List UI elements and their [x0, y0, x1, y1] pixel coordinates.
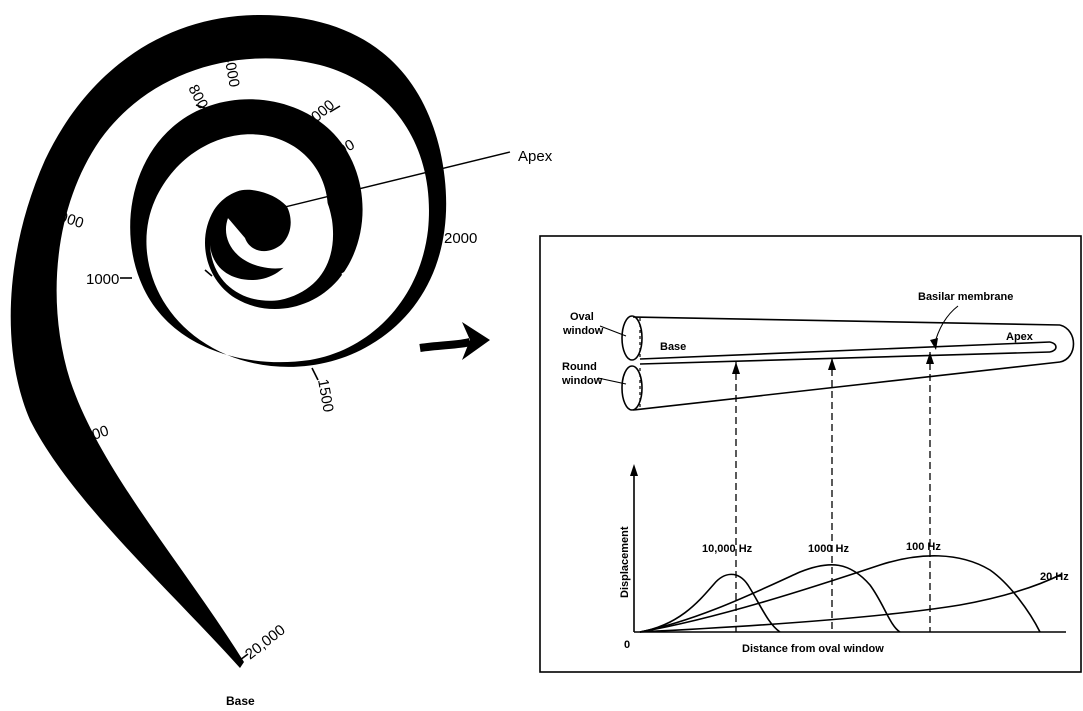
projection-lines: [735, 352, 931, 632]
oval-window-pointer: [599, 325, 627, 337]
freq-label-1500: 1500: [314, 378, 337, 414]
origin-label: 0: [624, 639, 630, 651]
tube-base-label: Base: [660, 341, 686, 353]
y-axis-arrowhead: [630, 464, 638, 476]
curve-10000hz: [639, 573, 781, 633]
freq-label-20000: 20,000: [242, 622, 289, 664]
oval-window-label-1: Oval: [570, 311, 594, 323]
oval-window-label-2: window: [562, 325, 604, 337]
cochlea-inner-channel: [210, 161, 334, 301]
freq-label-4000: 4000: [220, 53, 243, 89]
curve-20hz: [639, 573, 1063, 633]
cochlea-spiral-tip: [227, 201, 262, 240]
curve-label-100hz: 100 Hz: [906, 541, 941, 553]
apex-label: Apex: [518, 148, 553, 165]
freq-label-2000: 2000: [444, 230, 477, 247]
freq-label-1000: 1000: [86, 271, 119, 288]
uncoiled-cochlea-panel: Oval window Round window Base Apex Basil…: [539, 235, 1082, 673]
tube-apex-label: Apex: [1006, 331, 1034, 343]
base-label: Base: [226, 694, 255, 708]
frequency-ticks: [39, 45, 440, 661]
displacement-axes: [633, 470, 1066, 633]
round-window-label-1: Round: [562, 361, 597, 373]
transition-arrow: [419, 322, 490, 360]
cochlea-spiral-band: [10, 15, 447, 668]
x-axis-label: Distance from oval window: [742, 643, 884, 655]
y-axis-label: Displacement: [619, 526, 631, 598]
curve-100hz: [639, 555, 1041, 633]
projection-arrowheads: [732, 352, 934, 374]
curve-label-20hz: 20 Hz: [1040, 571, 1069, 583]
panel-frame: [539, 235, 1082, 673]
displacement-curves: [639, 555, 1063, 633]
round-window-label-2: window: [561, 375, 603, 387]
curve-label-1000hz: 1000 Hz: [808, 543, 849, 555]
basilar-membrane-arrowhead: [930, 338, 938, 350]
cochlea-spiral: Apex 4000 800 3000 600 2000 5000 1000 00…: [10, 15, 553, 708]
apex-pointer-line: [247, 151, 511, 217]
round-window-pointer: [597, 377, 627, 385]
curve-label-10000hz: 10,000 Hz: [702, 543, 753, 555]
uncoiled-cochlea-tube: [621, 315, 1075, 411]
freq-label-00: 00: [192, 270, 215, 293]
curve-1000hz: [639, 563, 901, 633]
basilar-membrane-label: Basilar membrane: [918, 291, 1013, 303]
